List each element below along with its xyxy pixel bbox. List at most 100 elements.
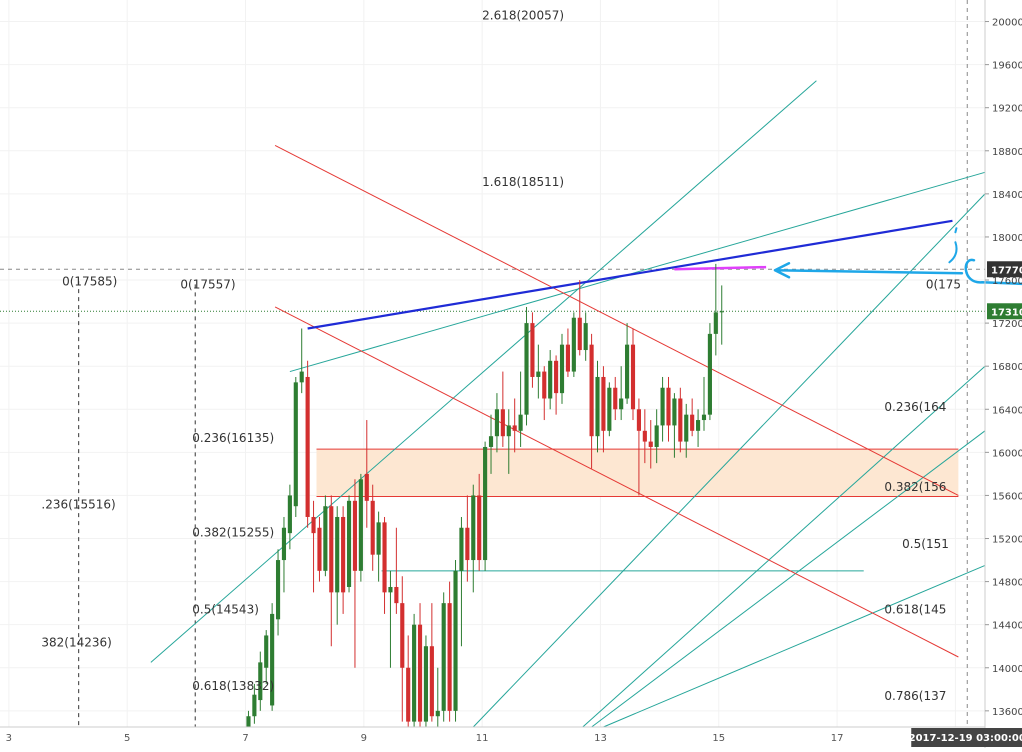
- x-axis-tick-label: 3: [6, 733, 12, 744]
- candle-body: [565, 344, 570, 372]
- candle-body: [287, 495, 292, 534]
- candle-body: [453, 570, 458, 711]
- y-axis-tick-label: 15200: [992, 535, 1022, 546]
- candle-body: [477, 495, 482, 561]
- candle-body: [258, 662, 263, 701]
- candle-body: [595, 376, 600, 437]
- candle-body: [471, 495, 476, 561]
- candle-body: [536, 371, 541, 377]
- candle-body: [500, 409, 505, 437]
- y-axis-tick-label: 20000: [992, 18, 1022, 29]
- candle-body: [696, 420, 701, 431]
- y-axis-tick-label: 15600: [992, 491, 1022, 502]
- candle-body: [530, 323, 535, 377]
- fib-level-label: 0(175: [926, 278, 961, 292]
- blue-trendline: [307, 219, 953, 330]
- candle-body: [494, 409, 500, 437]
- crosshair-date-label: 2017-12-19 03:00:00: [909, 733, 1022, 744]
- candle-body: [364, 473, 369, 501]
- candle-body: [554, 360, 559, 394]
- y-axis-tick-label: 14800: [992, 578, 1022, 589]
- fib-level-label: 0(17585): [62, 275, 117, 289]
- candle-body: [311, 516, 316, 534]
- x-axis-tick-label: 9: [361, 733, 367, 744]
- y-axis-tick-label: 18000: [992, 233, 1022, 244]
- crosshair-date-badge: [911, 728, 1022, 747]
- candle-body: [293, 382, 298, 507]
- fib-level-label: 0.786(137: [884, 689, 946, 703]
- y-axis-tick-label: 13600: [992, 707, 1022, 718]
- fib-level-label: 0.618(145: [884, 603, 946, 617]
- candle-body: [713, 312, 718, 334]
- candle-body: [524, 323, 529, 415]
- candle-body: [719, 311, 724, 313]
- candle-body: [270, 613, 275, 706]
- hand-drawn-arrow: [773, 262, 964, 279]
- candle-body: [548, 360, 553, 399]
- candle-body: [583, 323, 588, 351]
- candle-body: [601, 376, 606, 431]
- candle-body: [264, 635, 269, 668]
- candle-body: [636, 409, 641, 431]
- fib-level-label: 0.5(14543): [192, 602, 259, 616]
- fib-level-label: .236(15516): [41, 497, 115, 511]
- candle-body: [625, 344, 630, 399]
- candle-body: [630, 344, 636, 410]
- candle-body: [518, 414, 523, 431]
- y-axis-tick-label: 14400: [992, 621, 1022, 632]
- y-axis-tick-label: 14000: [992, 664, 1022, 675]
- candle-body: [465, 527, 470, 561]
- y-axis-tick-label: 17200: [992, 319, 1022, 330]
- price-badge: [987, 261, 1022, 278]
- candle-body: [388, 586, 393, 593]
- candle-body: [382, 522, 387, 593]
- y-axis-tick-label: 16000: [992, 448, 1022, 459]
- red-trendline: [274, 144, 959, 496]
- candle-body: [435, 710, 440, 717]
- fib-level-label: 382(14236): [41, 635, 111, 649]
- candle-body: [412, 624, 417, 722]
- candle-body: [678, 398, 683, 442]
- candle-body: [559, 344, 565, 394]
- fib-level-label: 0.236(16135): [192, 431, 274, 445]
- candle-body: [275, 560, 281, 620]
- y-axis-tick-label: 16400: [992, 405, 1022, 416]
- candle-body: [281, 527, 287, 561]
- teal-trendline: [603, 564, 986, 728]
- magenta-marker-line: [674, 265, 767, 271]
- teal-trendline: [150, 80, 817, 663]
- candle-body: [441, 603, 446, 711]
- candle-body: [346, 500, 352, 587]
- price-badge: [987, 303, 1022, 320]
- candle-body: [323, 506, 328, 571]
- candle-body: [666, 387, 671, 426]
- candle-body: [299, 371, 304, 383]
- x-axis-tick-label: 15: [712, 733, 725, 744]
- candle-body: [370, 500, 375, 555]
- candle-body: [542, 371, 547, 399]
- fib-level-label: 0(17557): [180, 278, 235, 292]
- x-axis-tick-label: 11: [476, 733, 489, 744]
- fib-level-label: 0.618(13832): [192, 679, 274, 693]
- y-axis-tick-label: 17600: [992, 276, 1022, 287]
- candle-body: [252, 694, 257, 717]
- candle-body: [607, 387, 612, 431]
- hand-drawn-tick: [948, 227, 958, 264]
- candle-body: [707, 333, 712, 415]
- y-axis-tick-label: 16800: [992, 362, 1022, 373]
- fib-level-label: 0.5(151: [902, 537, 949, 551]
- price-badge-label: 17770: [991, 265, 1022, 276]
- candle-body: [341, 516, 346, 593]
- candle-body: [246, 716, 251, 727]
- candle-body: [335, 516, 340, 593]
- fib-level-label: 0.382(15255): [192, 526, 274, 540]
- y-axis-tick-label: 18800: [992, 147, 1022, 158]
- candle-body: [577, 317, 582, 351]
- candle-body: [305, 376, 310, 517]
- candle-body: [642, 430, 647, 442]
- candle-body: [394, 586, 399, 604]
- teal-trendline: [289, 171, 986, 373]
- candle-body: [684, 414, 689, 442]
